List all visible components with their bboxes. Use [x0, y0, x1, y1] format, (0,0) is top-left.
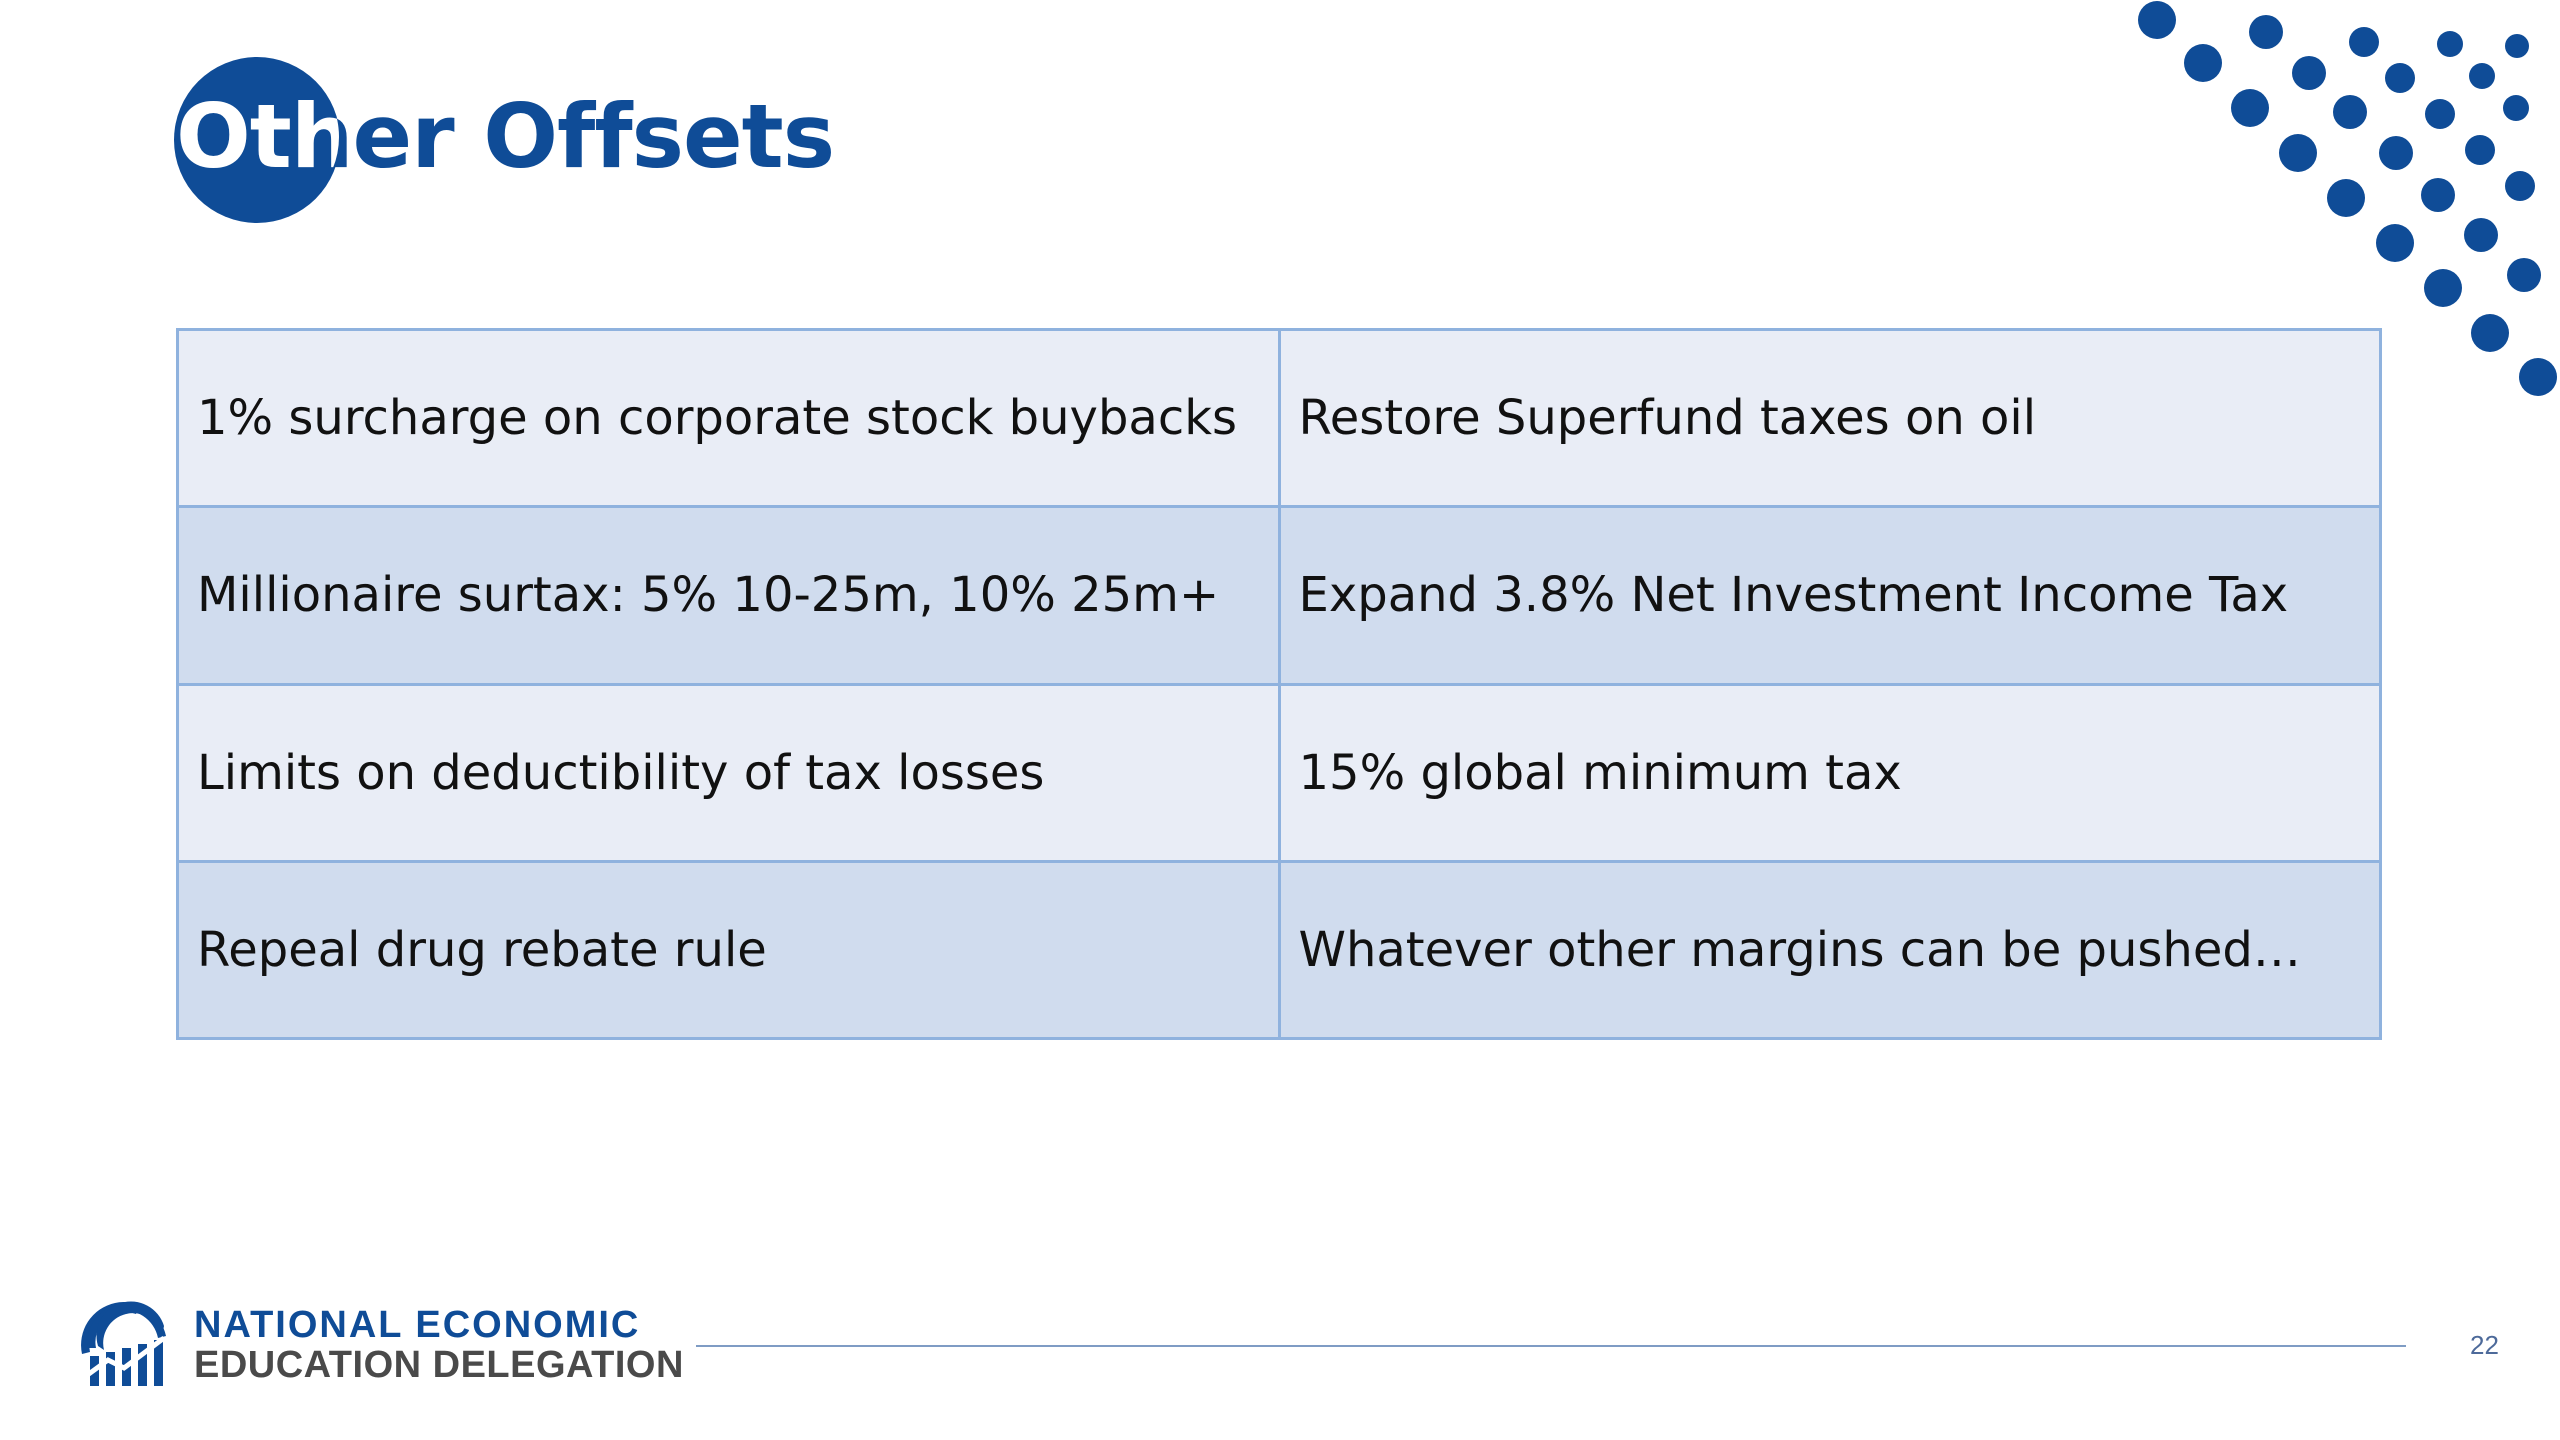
table-cell: Repeal drug rebate rule [176, 859, 1281, 1041]
table-row: Millionaire surtax: 5% 10-25m, 10% 25m+ … [176, 505, 2382, 686]
table-cell: 1% surcharge on corporate stock buybacks [176, 327, 1281, 509]
table-row: 1% surcharge on corporate stock buybacks… [176, 327, 2382, 509]
table-row: Repeal drug rebate rule Whatever other m… [176, 859, 2382, 1041]
table-cell: Limits on deductibility of tax losses [176, 682, 1281, 863]
org-name-line-2: EDUCATION DELEGATION [194, 1344, 684, 1386]
offsets-table: 1% surcharge on corporate stock buybacks… [176, 327, 2382, 1041]
table-cell: Whatever other margins can be pushed… [1277, 859, 2382, 1041]
footer-divider [696, 1345, 2406, 1347]
table-cell: Expand 3.8% Net Investment Income Tax [1277, 505, 2382, 686]
org-name-line-1: NATIONAL ECONOMIC [194, 1304, 641, 1346]
table-cell: Millionaire surtax: 5% 10-25m, 10% 25m+ [176, 505, 1281, 686]
page-number: 22 [2470, 1330, 2499, 1360]
slide-title: Other Offsets Other Offsets [176, 72, 835, 202]
table-cell: 15% global minimum tax [1277, 682, 2382, 863]
title-circle-accent [174, 57, 340, 223]
table-row: Limits on deductibility of tax losses 15… [176, 682, 2382, 863]
title-text: Other Offsets [176, 85, 835, 188]
table-cell: Restore Superfund taxes on oil [1277, 327, 2382, 509]
title-text-overlay: Other Offsets [176, 85, 835, 188]
columns-arch-icon [81, 1301, 166, 1386]
